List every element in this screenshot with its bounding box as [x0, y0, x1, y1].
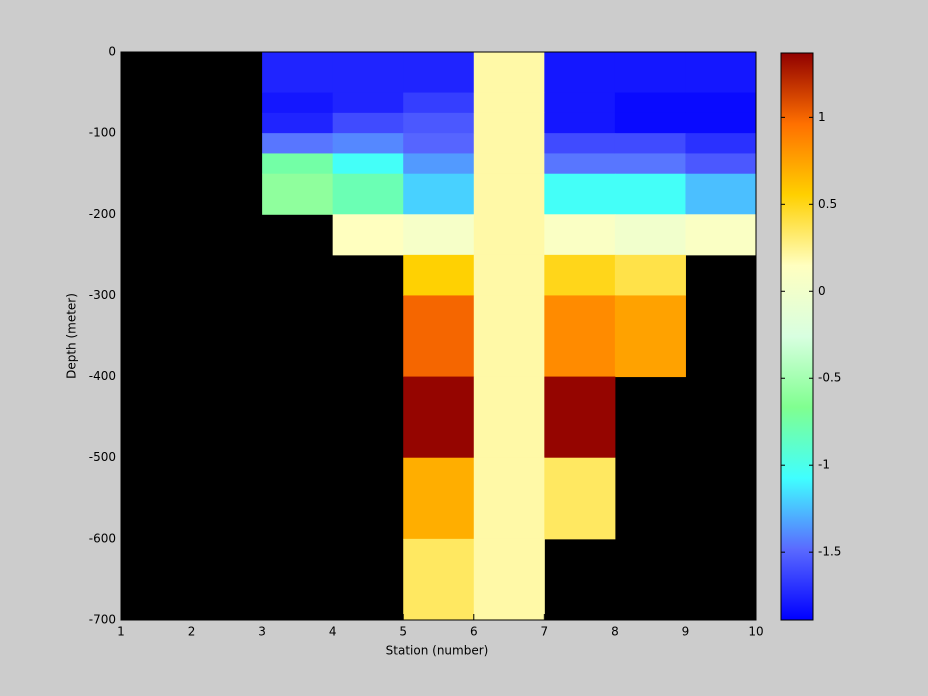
- heatmap-cell: [403, 92, 475, 114]
- heatmap-cell: [614, 52, 686, 94]
- heatmap-cell: [473, 538, 545, 621]
- y-axis-label: Depth (meter): [65, 293, 79, 379]
- x-tick-label: 2: [188, 625, 196, 639]
- heatmap-cell: [473, 214, 545, 256]
- heatmap-cell: [614, 254, 686, 296]
- heatmap-cell: [403, 457, 475, 540]
- heatmap-cell: [685, 214, 757, 256]
- heatmap-cell: [544, 173, 616, 215]
- heatmap-cell: [262, 52, 334, 94]
- heatmap-cell: [544, 133, 616, 154]
- heatmap-cell: [685, 112, 757, 134]
- heatmap-cell: [614, 214, 686, 256]
- heatmap-cell: [262, 112, 334, 134]
- heatmap-cell: [403, 52, 475, 94]
- heatmap-cell: [332, 214, 404, 256]
- heatmap-cell: [403, 153, 475, 175]
- heatmap-cell: [403, 112, 475, 134]
- heatmap-cell: [685, 92, 757, 114]
- colorbar-tick-label: -1.5: [818, 545, 841, 559]
- x-tick-label: 8: [611, 625, 619, 639]
- y-tick-label: -100: [89, 126, 116, 140]
- heatmap-cell: [332, 92, 404, 114]
- colorbar-tick-label: -1: [818, 458, 830, 472]
- heatmap-cell: [332, 112, 404, 134]
- heatmap-cell: [473, 376, 545, 459]
- heatmap-cell: [403, 538, 475, 621]
- heatmap-cell: [332, 173, 404, 215]
- y-tick-label: -600: [89, 531, 116, 545]
- colorbar: [780, 52, 814, 621]
- heatmap-cell: [685, 133, 757, 154]
- y-tick-label: -400: [89, 369, 116, 383]
- heatmap-cell: [403, 214, 475, 256]
- y-tick-label: -300: [89, 288, 116, 302]
- x-tick-label: 7: [541, 625, 549, 639]
- heatmap-cell: [262, 92, 334, 114]
- heatmap-cell: [544, 112, 616, 134]
- x-tick-label: 10: [748, 625, 763, 639]
- heatmap-cell: [473, 173, 545, 215]
- heatmap-cell: [614, 112, 686, 134]
- heatmap-cell: [262, 173, 334, 215]
- heatmap-cell: [544, 52, 616, 94]
- x-tick-label: 4: [329, 625, 337, 639]
- x-tick-label: 6: [470, 625, 478, 639]
- heatmap-cell: [614, 173, 686, 215]
- y-tick-label: 0: [108, 45, 116, 59]
- heatmap-cell: [403, 254, 475, 296]
- heatmap-cell: [403, 173, 475, 215]
- heatmap-cell: [544, 153, 616, 175]
- y-tick-label: -500: [89, 450, 116, 464]
- heatmap-cell: [332, 52, 404, 94]
- heatmap-cell: [473, 52, 545, 94]
- heatmap-cell: [473, 457, 545, 540]
- plot-frame: [120, 51, 757, 621]
- heatmap-cell: [262, 133, 334, 154]
- heatmap-cell: [544, 214, 616, 256]
- heatmap-cell: [332, 133, 404, 154]
- heatmap-cell: [473, 153, 545, 175]
- heatmap-cell: [544, 92, 616, 114]
- heatmap-cell: [403, 133, 475, 154]
- heatmap-cell: [473, 133, 545, 154]
- heatmap-cell: [262, 153, 334, 175]
- heatmap-cell: [685, 153, 757, 175]
- y-tick-label: -200: [89, 207, 116, 221]
- x-axis-label: Station (number): [386, 644, 489, 658]
- heatmap-cell: [544, 376, 616, 459]
- heatmap-cell: [403, 295, 475, 378]
- heatmap-cell: [544, 254, 616, 296]
- heatmap-cell: [614, 92, 686, 114]
- y-tick-label: -700: [89, 613, 116, 627]
- colorbar-tick-label: 1: [818, 110, 826, 124]
- heatmap-cell: [473, 295, 545, 378]
- heatmap-cell: [614, 133, 686, 154]
- heatmap-cell: [544, 457, 616, 540]
- colorbar-tick-label: 0.5: [818, 197, 837, 211]
- heatmap-cell: [685, 173, 757, 215]
- heatmap-cell: [473, 112, 545, 134]
- heatmap-cell: [685, 52, 757, 94]
- heatmap-cell: [473, 254, 545, 296]
- x-tick-label: 1: [117, 625, 125, 639]
- heatmap-cell: [614, 153, 686, 175]
- heatmap-cell: [473, 92, 545, 114]
- x-tick-label: 9: [682, 625, 690, 639]
- colorbar-tick-label: -0.5: [818, 371, 841, 385]
- heatmap-cell: [544, 295, 616, 378]
- colorbar-tick-label: 0: [818, 284, 826, 298]
- x-tick-label: 3: [258, 625, 266, 639]
- x-tick-label: 5: [399, 625, 407, 639]
- heatmap-cell: [332, 153, 404, 175]
- heatmap-cell: [614, 295, 686, 378]
- heatmap-cell: [403, 376, 475, 459]
